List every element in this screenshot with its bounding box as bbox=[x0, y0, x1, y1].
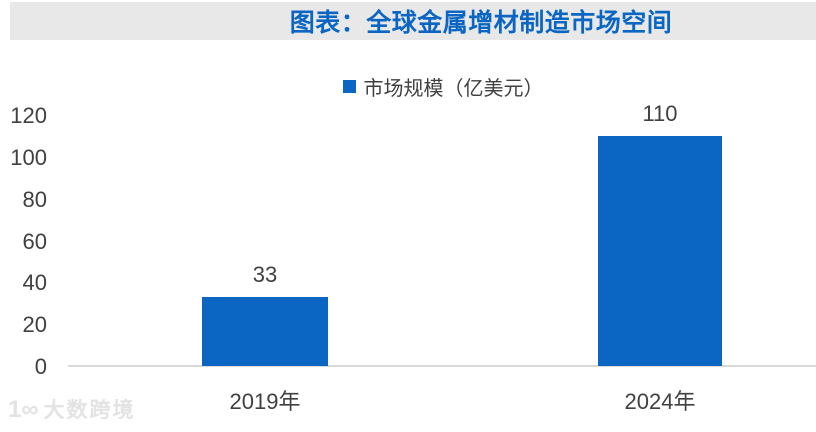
data-label-2019: 33 bbox=[252, 262, 278, 287]
bar-2024 bbox=[598, 136, 722, 366]
legend-label: 市场规模（亿美元） bbox=[363, 78, 544, 100]
x-axis-label-2024: 2024年 bbox=[624, 389, 696, 414]
legend-square-icon bbox=[342, 80, 356, 93]
watermark-label: 大数跨境 bbox=[43, 398, 136, 422]
bar-group-2019: 33 bbox=[202, 264, 328, 366]
y-axis-tick-label: 80 bbox=[22, 187, 47, 212]
x-axis-line bbox=[68, 365, 816, 367]
y-axis-tick-label: 40 bbox=[22, 270, 47, 295]
bar-group-2024: 110 bbox=[598, 103, 722, 366]
watermark: 1∞ 大数跨境 bbox=[8, 398, 135, 422]
x-axis-label-2019: 2019年 bbox=[229, 389, 301, 414]
chart-title: 图表：全球金属增材制造市场空间 bbox=[289, 9, 673, 37]
legend: 市场规模（亿美元） bbox=[0, 72, 816, 101]
bar-2019 bbox=[202, 297, 328, 366]
y-axis-tick-label: 100 bbox=[10, 145, 47, 170]
y-axis-tick-label: 0 bbox=[34, 354, 47, 379]
data-label-2024: 110 bbox=[642, 101, 678, 126]
y-axis-tick-label: 120 bbox=[10, 103, 47, 128]
y-axis-tick-label: 20 bbox=[22, 312, 47, 337]
y-axis-tick-label: 60 bbox=[22, 229, 47, 254]
watermark-logo-icon: 1∞ bbox=[8, 396, 39, 423]
chart-title-bar: 图表：全球金属增材制造市场空间 bbox=[10, 2, 816, 40]
